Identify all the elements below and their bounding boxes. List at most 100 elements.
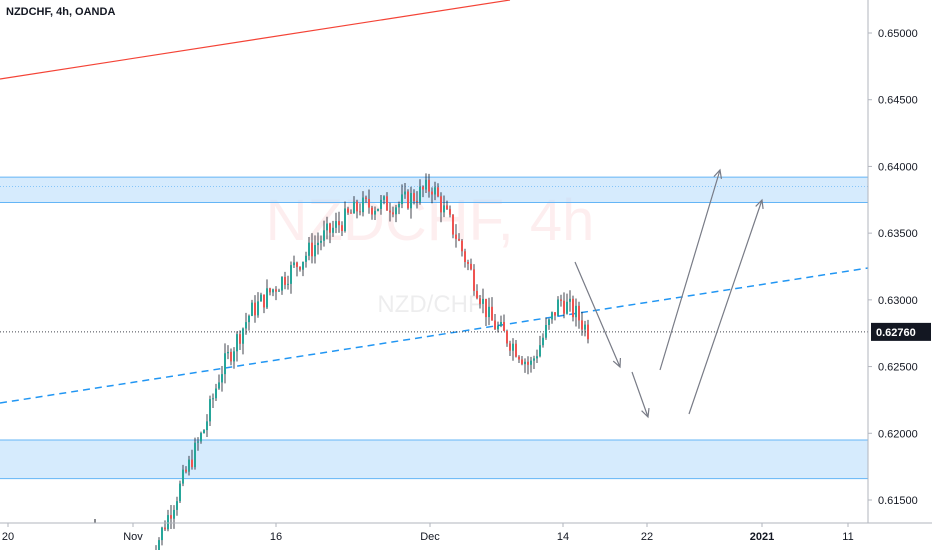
candle-body	[473, 269, 475, 291]
projection-arrow-head	[612, 357, 622, 369]
candle-body	[320, 240, 322, 243]
price-tick-label: 0.62500	[878, 362, 918, 374]
candle-body	[506, 330, 508, 344]
candle-body	[542, 337, 544, 346]
candle-body	[500, 322, 502, 326]
candle-body	[578, 305, 580, 321]
candle-body	[572, 298, 574, 318]
candle-body	[569, 298, 571, 302]
candle-body	[257, 301, 259, 316]
projection-arrow-line	[659, 169, 721, 371]
candle-body	[545, 325, 547, 338]
candle-body	[458, 238, 460, 241]
candle-body	[389, 210, 391, 213]
candle-body	[266, 288, 268, 308]
candle-body	[434, 187, 436, 195]
candle-body	[299, 266, 301, 270]
candle-body	[245, 322, 247, 329]
candle-body	[284, 277, 286, 285]
candle-body	[302, 261, 304, 270]
candle-body	[515, 343, 517, 357]
candle-body	[236, 334, 238, 352]
candle-body	[452, 214, 454, 235]
candle-body	[164, 527, 166, 530]
candle-body	[179, 483, 181, 502]
projection-arrow-line	[574, 261, 621, 368]
projection-arrow-head	[755, 198, 764, 210]
candle-body	[503, 322, 505, 331]
candle-body	[170, 515, 172, 519]
candle-body	[512, 343, 514, 351]
candle-body	[197, 441, 199, 443]
candle-body	[212, 398, 214, 400]
price-tick-label: 0.64500	[878, 95, 918, 107]
chart-title: NZDCHF, 4h, OANDA	[6, 6, 116, 18]
candle-body	[173, 509, 175, 519]
candle-body	[374, 210, 376, 215]
candle-body	[326, 223, 328, 231]
candle-body	[347, 208, 349, 213]
candle-body	[461, 240, 463, 252]
candle-body	[293, 262, 295, 266]
time-tick-label: Nov	[123, 531, 143, 543]
candle-body	[467, 262, 469, 264]
candle-body	[359, 211, 361, 213]
candle-body	[488, 306, 490, 318]
blue-dashed-trendline	[0, 267, 869, 404]
candle-body	[161, 527, 163, 541]
candle-body	[464, 251, 466, 263]
time-tick-label: 11	[842, 531, 853, 543]
price-tick-label: 0.63000	[878, 295, 918, 307]
candle-body	[455, 234, 457, 239]
candle-body	[317, 242, 319, 246]
candle-body	[482, 298, 484, 304]
candle-body	[404, 191, 406, 195]
candle-body	[362, 197, 364, 213]
candle-body	[251, 302, 253, 316]
candle-body	[323, 230, 325, 241]
candle-body	[191, 459, 193, 468]
candle-body	[338, 221, 340, 226]
candle-body	[491, 306, 493, 321]
price-axis-bg	[868, 0, 932, 550]
candle-body	[224, 353, 226, 375]
candle-body	[539, 345, 541, 357]
candle-body	[554, 312, 556, 316]
candle-body	[377, 208, 379, 211]
price-tick-label: 0.63500	[878, 228, 918, 240]
candle-body	[557, 299, 559, 316]
candle-body	[296, 262, 298, 267]
candle-body	[239, 334, 241, 344]
candle-body	[413, 193, 415, 201]
price-tick-label: 0.61500	[878, 495, 918, 507]
zone-support-zone	[0, 439, 868, 479]
candle-body	[260, 294, 262, 302]
projection-arrow-line	[688, 199, 763, 415]
candle-body	[242, 328, 244, 344]
candle-body	[521, 359, 523, 365]
candle-body	[449, 209, 451, 215]
candle-body	[422, 186, 424, 190]
candle-body	[344, 208, 346, 232]
candle-body	[182, 469, 184, 484]
candle-body	[494, 320, 496, 330]
candle-body	[410, 193, 412, 209]
candle-body	[350, 212, 352, 214]
candle-body	[227, 351, 229, 354]
candle-body	[365, 197, 367, 200]
candle-body	[263, 294, 265, 308]
candle-body	[446, 205, 448, 210]
candle-body	[530, 360, 532, 365]
candle-body	[479, 298, 481, 304]
candle-body	[167, 515, 169, 530]
candle-body	[176, 501, 178, 510]
price-tick-label: 0.65000	[878, 28, 918, 40]
candle-body	[281, 277, 283, 291]
candle-body	[584, 324, 586, 330]
candle-body	[368, 199, 370, 208]
projection-arrow-line	[631, 371, 649, 418]
candle-body	[254, 302, 256, 316]
candle-body	[209, 399, 211, 422]
